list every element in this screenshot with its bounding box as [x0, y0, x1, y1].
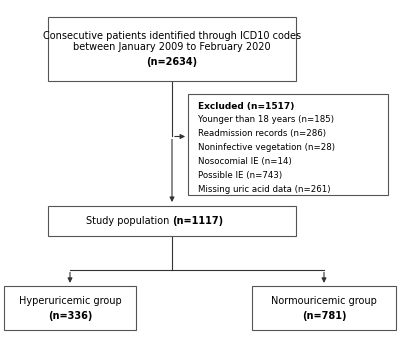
FancyBboxPatch shape: [48, 17, 296, 81]
FancyBboxPatch shape: [48, 206, 296, 236]
Text: between January 2009 to February 2020: between January 2009 to February 2020: [73, 42, 271, 52]
Text: Hyperuricemic group: Hyperuricemic group: [19, 296, 121, 306]
Text: Normouricemic group: Normouricemic group: [271, 296, 377, 306]
Text: Study population: Study population: [86, 216, 172, 226]
Text: Excluded (n=1517): Excluded (n=1517): [198, 102, 294, 111]
Text: Noninfective vegetation (n=28): Noninfective vegetation (n=28): [198, 143, 335, 152]
Text: Consecutive patients identified through ICD10 codes: Consecutive patients identified through …: [43, 31, 301, 41]
Text: Younger than 18 years (n=185): Younger than 18 years (n=185): [198, 115, 334, 124]
Text: (n=781): (n=781): [302, 311, 346, 321]
Text: (n=336): (n=336): [48, 311, 92, 321]
FancyBboxPatch shape: [252, 286, 396, 330]
Text: Possible IE (n=743): Possible IE (n=743): [198, 171, 282, 180]
Text: (n=1117): (n=1117): [172, 216, 223, 226]
FancyBboxPatch shape: [188, 94, 388, 195]
Text: Nosocomial IE (n=14): Nosocomial IE (n=14): [198, 157, 292, 166]
Text: Readmission records (n=286): Readmission records (n=286): [198, 129, 326, 138]
FancyBboxPatch shape: [4, 286, 136, 330]
Text: Missing uric acid data (n=261): Missing uric acid data (n=261): [198, 185, 330, 194]
Text: (n=2634): (n=2634): [146, 57, 198, 67]
